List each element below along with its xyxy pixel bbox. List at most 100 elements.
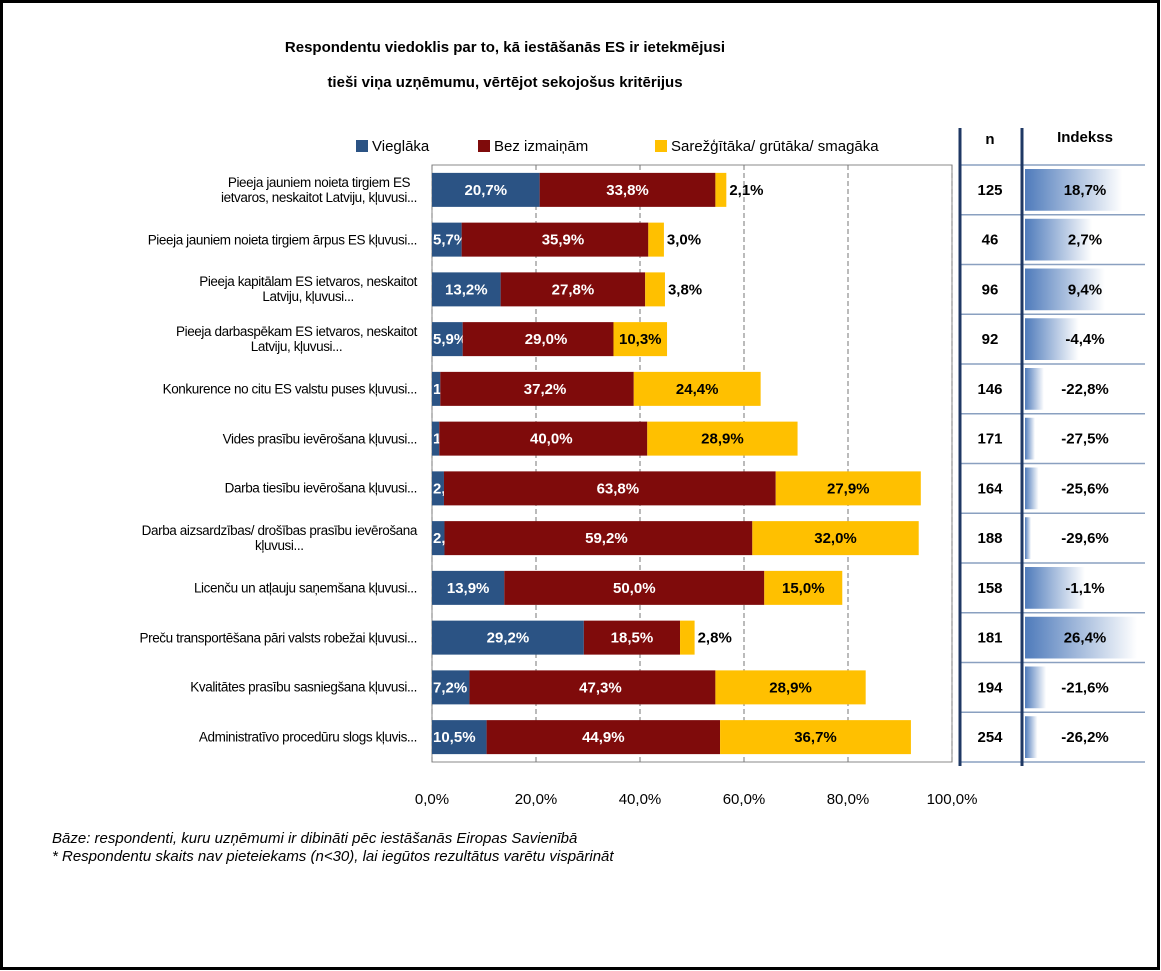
category-label-box: Konkurence no citu ES valstu puses kļuvu… <box>37 381 418 397</box>
bar-segment <box>432 222 462 257</box>
category-label: Konkurence no citu ES valstu puses kļuvu… <box>162 381 418 397</box>
bar-segment <box>443 471 776 506</box>
bar-segment <box>440 371 634 406</box>
x-tick-label: 0,0% <box>415 791 449 808</box>
value-label: 20,7% <box>465 182 508 199</box>
index-bar <box>1025 218 1093 261</box>
category-label-box: Pieeja darbaspēkam ES ietvaros, neskaito… <box>37 324 417 354</box>
chart-subtitle: tieši viņa uzņēmumu, vērtējot sekojošus … <box>327 74 682 91</box>
value-label: 47,3% <box>579 679 622 696</box>
table-n: 164 <box>977 480 1003 497</box>
bar-segment <box>432 620 584 655</box>
category-label: Darba tiesību ievērošana kļuvusi... <box>224 480 418 496</box>
index-bar <box>1025 318 1079 360</box>
bar-segment <box>539 172 716 207</box>
table-header: n <box>985 131 994 148</box>
table-index: -29,6% <box>1061 530 1109 547</box>
table-n: 146 <box>977 381 1002 398</box>
bar-segment <box>432 272 501 307</box>
bar-segment <box>461 222 649 257</box>
value-label: 24,4% <box>676 381 719 398</box>
x-tick-label: 60,0% <box>723 791 766 808</box>
bar-segment <box>648 222 664 257</box>
index-bar <box>1025 417 1035 460</box>
table-index: -4,4% <box>1065 331 1104 348</box>
legend-swatch <box>655 140 667 152</box>
x-tick-label: 80,0% <box>827 791 870 808</box>
x-tick-label: 40,0% <box>619 791 662 808</box>
legend-label: Sarežģītāka/ grūtāka/ smagāka <box>671 138 879 155</box>
category-label-box: Licenču un atļauju saņemšana kļuvusi... <box>37 580 417 595</box>
legend-swatch <box>478 140 490 152</box>
value-label: 29,0% <box>525 331 568 348</box>
bar-segment <box>432 521 445 556</box>
bar-segment <box>462 322 614 357</box>
bar-segment <box>680 620 695 655</box>
category-label-box: Pieeja kapitālam ES ietvaros, neskaitot … <box>37 274 417 304</box>
table-n: 46 <box>982 232 999 249</box>
bar-segment <box>645 272 665 307</box>
value-label: 18,5% <box>611 630 654 647</box>
legend-label: Vieglāka <box>372 138 430 155</box>
bar-segment <box>715 172 727 207</box>
table-n: 254 <box>977 729 1003 746</box>
table-n: 158 <box>977 580 1002 597</box>
table-index: 9,4% <box>1068 281 1102 298</box>
value-label: 7,2% <box>433 679 467 696</box>
value-label: 59,2% <box>585 530 628 547</box>
legend-label: Bez izmaiņām <box>494 138 588 155</box>
category-label: Preču transportēšana pāri valsts robežai… <box>139 630 418 646</box>
bar-segment <box>469 670 716 705</box>
index-bar <box>1025 716 1038 758</box>
table-n: 181 <box>977 630 1002 647</box>
index-bar <box>1025 368 1044 410</box>
category-label: Administratīvo procedūru slogs kļuvis... <box>198 729 418 745</box>
value-label: 27,9% <box>827 480 870 497</box>
table-n: 125 <box>977 182 1002 199</box>
value-label: 3,8% <box>668 281 702 298</box>
bar-segment <box>720 720 911 755</box>
table-n: 188 <box>977 530 1002 547</box>
table-index: -25,6% <box>1061 480 1109 497</box>
value-label: 35,9% <box>542 232 585 249</box>
index-bar <box>1025 467 1039 510</box>
x-tick-label: 100,0% <box>927 791 978 808</box>
value-label: 10,5% <box>433 729 476 746</box>
value-label: 3,0% <box>667 232 701 249</box>
value-label: 2,8% <box>698 630 732 647</box>
category-label: Kvalitātes prasību sasniegšana kļuvusi..… <box>190 679 417 695</box>
bar-segment <box>500 272 646 307</box>
category-label-box: Darba aizsardzības/ drošības prasību iev… <box>37 523 418 553</box>
value-label: 10,3% <box>619 331 662 348</box>
category-label-box: Preču transportēšana pāri valsts robežai… <box>37 630 418 646</box>
value-label: 36,7% <box>794 729 837 746</box>
index-bar <box>1025 616 1137 659</box>
bar-segment <box>432 570 505 605</box>
legend-swatch <box>356 140 368 152</box>
chart-title: Respondentu viedoklis par to, kā iestāša… <box>285 39 725 56</box>
bar-segment <box>775 471 921 506</box>
x-tick-label: 20,0% <box>515 791 558 808</box>
bar-segment <box>486 720 721 755</box>
index-bar <box>1025 567 1085 609</box>
value-label: 5,9% <box>433 331 467 348</box>
footnote: * Respondentu skaits nav pieteiekams (n<… <box>52 848 614 865</box>
index-bar <box>1025 666 1047 709</box>
table-index: 26,4% <box>1064 630 1107 647</box>
value-label: 13,9% <box>447 580 490 597</box>
bar-segment <box>504 570 765 605</box>
table-index: 18,7% <box>1064 182 1107 199</box>
bar-segment <box>432 421 440 456</box>
category-label: Pieeja darbaspēkam ES ietvaros, neskaito… <box>176 324 417 355</box>
category-label-box: Administratīvo procedūru slogs kļuvis... <box>37 729 418 745</box>
value-label: 13,2% <box>445 281 488 298</box>
category-label-box: Pieeja jauniem noieta tirgiem ārpus ES k… <box>37 232 418 247</box>
table-n: 194 <box>977 679 1003 696</box>
bar-segment <box>583 620 681 655</box>
index-bar <box>1025 268 1105 311</box>
bar-segment <box>715 670 866 705</box>
table-n: 92 <box>982 331 999 348</box>
